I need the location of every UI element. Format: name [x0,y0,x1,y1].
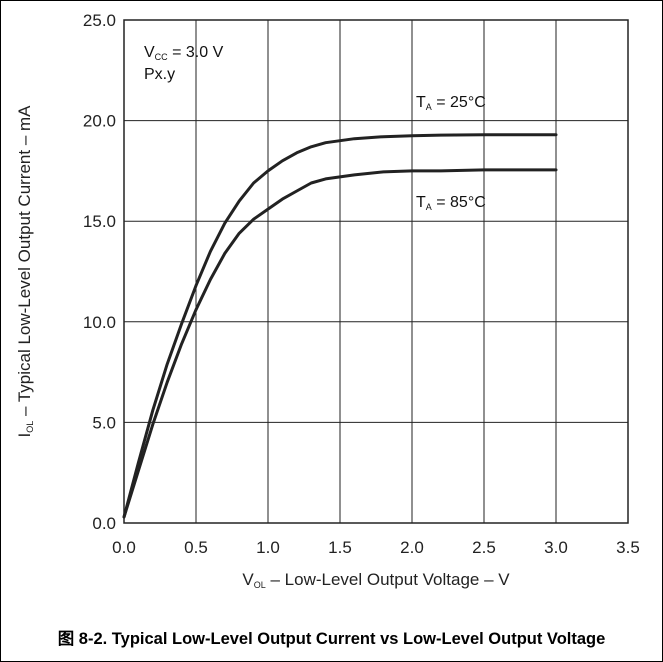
series-label-25c: TA = 25°C [416,94,486,112]
x-axis-label-subscript: OL [254,580,266,590]
x-axis-label-text: – Low-Level Output Voltage – V [266,570,510,589]
x-tick-label: 1.0 [256,538,280,557]
x-axis-label: VOL – Low-Level Output Voltage – V [242,570,510,590]
series-line-25c [122,133,558,519]
y-tick-label: 20.0 [83,112,116,131]
x-tick-label: 3.0 [544,538,568,557]
x-tick-label: 2.0 [400,538,424,557]
x-axis-label-symbol: V [242,570,254,589]
y-axis-label-symbol: I [15,433,34,438]
annotation-part: Px.y [144,66,175,83]
y-axis-label-text: – Typical Low-Level Output Current – mA [15,105,34,421]
x-tick-label: 2.5 [472,538,496,557]
figure-caption: 图 8-2. Typical Low-Level Output Current … [57,630,606,648]
y-axis-label: IOL – Typical Low-Level Output Current –… [15,105,35,438]
chart-svg: 0.0 0.5 1.0 1.5 2.0 2.5 3.0 3.5 0.0 5.0 10.0 15.0 2… [15,11,640,590]
grid [123,19,629,524]
y-axis-label-subscript: OL [25,421,35,433]
y-tick-label: 15.0 [83,212,116,231]
annotation-vcc: VCC = 3.0 V [144,44,224,62]
y-tick-labels: 0.0 5.0 10.0 15.0 20.0 25.0 [83,11,116,533]
series-line-85c [122,168,558,519]
plot-border [123,19,629,524]
y-tick-label: 0.0 [92,514,116,533]
series-label-85c: TA = 85°C [416,194,486,212]
x-tick-label: 0.5 [184,538,208,557]
y-tick-label: 25.0 [83,11,116,30]
x-tick-label: 1.5 [328,538,352,557]
x-tick-label: 3.5 [616,538,640,557]
x-tick-label: 0.0 [112,538,136,557]
x-tick-labels: 0.0 0.5 1.0 1.5 2.0 2.5 3.0 3.5 [112,538,640,557]
y-tick-label: 5.0 [92,413,116,432]
y-tick-label: 10.0 [83,313,116,332]
series-group [122,133,558,519]
